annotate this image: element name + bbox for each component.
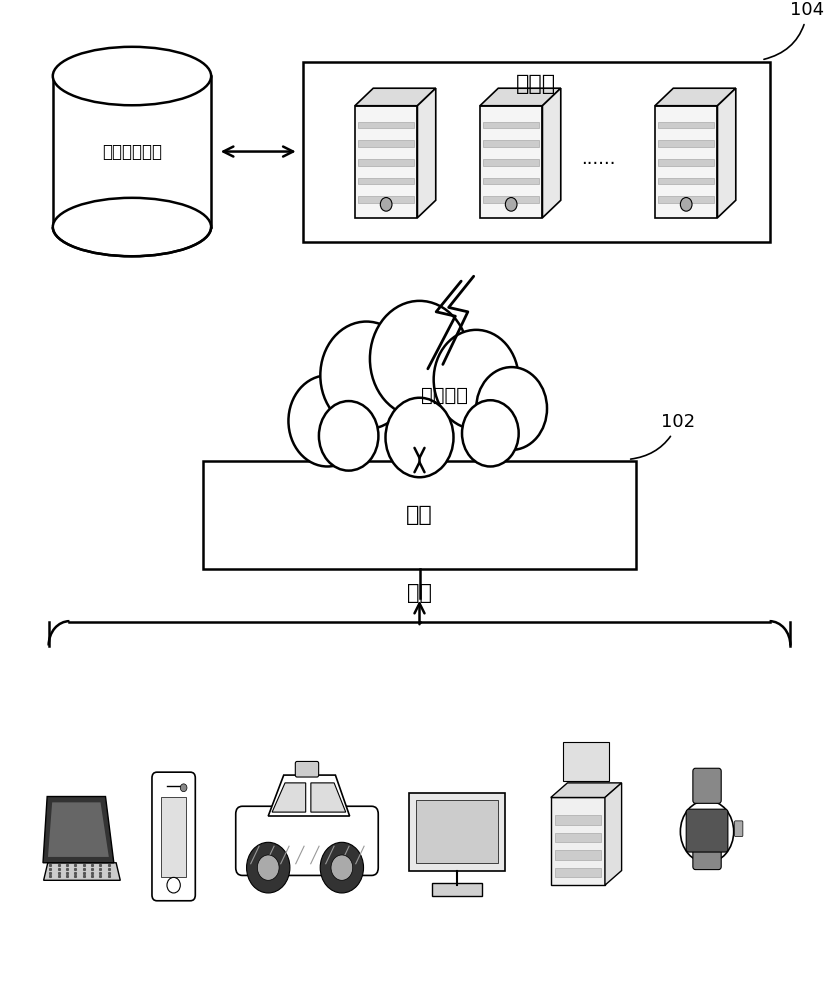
Circle shape [320, 842, 363, 893]
FancyBboxPatch shape [555, 833, 601, 842]
Circle shape [680, 800, 734, 863]
FancyBboxPatch shape [161, 797, 186, 877]
Circle shape [319, 401, 378, 471]
Polygon shape [550, 783, 622, 797]
FancyBboxPatch shape [483, 140, 539, 147]
Ellipse shape [53, 47, 211, 105]
FancyBboxPatch shape [734, 821, 743, 836]
Polygon shape [48, 802, 109, 857]
FancyBboxPatch shape [483, 122, 539, 128]
FancyBboxPatch shape [358, 196, 414, 203]
FancyBboxPatch shape [236, 806, 378, 875]
FancyBboxPatch shape [358, 159, 414, 166]
Text: 通信网络: 通信网络 [421, 386, 468, 405]
FancyBboxPatch shape [295, 761, 319, 777]
FancyBboxPatch shape [152, 772, 195, 901]
Circle shape [680, 198, 692, 211]
Polygon shape [355, 88, 435, 106]
Circle shape [320, 322, 413, 429]
FancyBboxPatch shape [432, 883, 482, 896]
Polygon shape [355, 106, 418, 218]
FancyBboxPatch shape [659, 178, 714, 184]
FancyBboxPatch shape [358, 178, 414, 184]
FancyBboxPatch shape [555, 850, 601, 860]
Circle shape [434, 330, 519, 429]
FancyBboxPatch shape [358, 140, 414, 147]
FancyBboxPatch shape [409, 793, 505, 871]
Text: ......: ...... [581, 150, 616, 168]
Circle shape [289, 375, 367, 466]
Circle shape [462, 400, 519, 466]
Circle shape [167, 877, 180, 893]
Polygon shape [480, 106, 543, 218]
Circle shape [477, 367, 547, 450]
Circle shape [380, 198, 392, 211]
Text: 服务器: 服务器 [516, 74, 556, 94]
Circle shape [505, 198, 517, 211]
FancyBboxPatch shape [659, 196, 714, 203]
Polygon shape [53, 76, 211, 227]
Polygon shape [655, 106, 717, 218]
Circle shape [385, 398, 454, 477]
FancyBboxPatch shape [483, 196, 539, 203]
Text: 102: 102 [631, 413, 696, 459]
FancyBboxPatch shape [659, 140, 714, 147]
FancyBboxPatch shape [555, 868, 601, 877]
Polygon shape [272, 783, 305, 812]
FancyBboxPatch shape [416, 800, 498, 863]
Polygon shape [268, 775, 350, 816]
Polygon shape [43, 797, 114, 863]
Circle shape [247, 842, 290, 893]
FancyBboxPatch shape [358, 122, 414, 128]
Polygon shape [717, 88, 736, 218]
Text: 104: 104 [764, 1, 825, 59]
Circle shape [180, 784, 187, 792]
Circle shape [370, 301, 469, 417]
Text: 数据存储系统: 数据存储系统 [102, 143, 162, 161]
Circle shape [331, 855, 352, 880]
FancyBboxPatch shape [483, 159, 539, 166]
Text: 终端: 终端 [406, 505, 433, 525]
Circle shape [258, 855, 279, 880]
FancyBboxPatch shape [659, 159, 714, 166]
FancyBboxPatch shape [550, 797, 605, 885]
FancyBboxPatch shape [483, 178, 539, 184]
Polygon shape [543, 88, 560, 218]
Text: 例如: 例如 [407, 583, 432, 603]
Polygon shape [418, 88, 435, 218]
Polygon shape [655, 88, 736, 106]
FancyBboxPatch shape [555, 815, 601, 825]
Polygon shape [311, 783, 346, 812]
FancyBboxPatch shape [693, 768, 722, 803]
FancyBboxPatch shape [693, 844, 722, 870]
FancyBboxPatch shape [303, 62, 769, 242]
Polygon shape [605, 783, 622, 885]
Ellipse shape [53, 198, 211, 256]
FancyBboxPatch shape [686, 809, 728, 852]
FancyBboxPatch shape [563, 742, 609, 781]
FancyBboxPatch shape [659, 122, 714, 128]
Polygon shape [480, 88, 560, 106]
FancyBboxPatch shape [203, 461, 636, 569]
Polygon shape [44, 863, 120, 880]
